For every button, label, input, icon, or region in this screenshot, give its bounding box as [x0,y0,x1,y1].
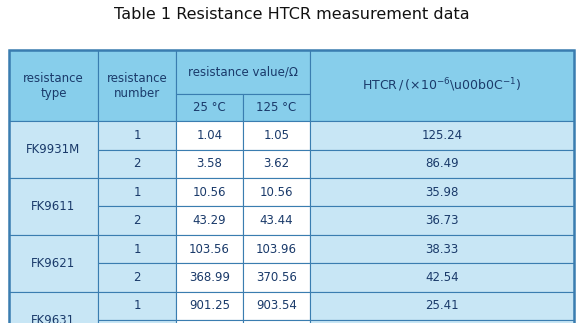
Bar [310,263,574,292]
Text: 43.29: 43.29 [193,214,226,227]
Text: 3.62: 3.62 [263,157,289,170]
Bar [176,50,310,94]
Bar [176,94,243,121]
Bar [243,235,310,263]
Bar [9,121,98,178]
Text: 2: 2 [134,214,141,227]
Text: FK9631: FK9631 [31,314,75,323]
Bar [176,320,243,323]
Text: 125 °C: 125 °C [256,101,296,114]
Bar [98,263,176,292]
Bar [176,121,243,150]
Bar [310,178,574,206]
Text: 25.41: 25.41 [425,299,459,312]
Bar [176,292,243,320]
Text: 25 °C: 25 °C [193,101,226,114]
Text: 86.49: 86.49 [425,157,459,170]
Bar [243,178,310,206]
Text: 103.56: 103.56 [189,243,230,255]
Bar [176,178,243,206]
Text: 903.54: 903.54 [256,299,297,312]
Text: 1: 1 [134,186,141,199]
Bar [176,150,243,178]
Bar [176,206,243,235]
Bar [310,150,574,178]
Text: 10.56: 10.56 [259,186,293,199]
Text: 2: 2 [134,157,141,170]
Bar [98,50,176,121]
Bar [98,150,176,178]
Bar [98,235,176,263]
Bar [310,235,574,263]
Text: 1.04: 1.04 [196,129,223,142]
Text: 36.73: 36.73 [425,214,459,227]
Text: 370.56: 370.56 [256,271,297,284]
Bar [98,320,176,323]
Text: resistance
number: resistance number [107,72,167,99]
Text: 10.56: 10.56 [193,186,226,199]
Text: 103.96: 103.96 [256,243,297,255]
Text: 1: 1 [134,243,141,255]
Text: HTCR$\,/\,(\times10^{-6}$\u00b0$\mathrm{C}^{-1})$: HTCR$\,/\,(\times10^{-6}$\u00b0$\mathrm{… [362,77,522,94]
Bar [9,292,98,323]
Bar [98,121,176,150]
Text: resistance
type: resistance type [23,72,84,99]
Bar [243,121,310,150]
Text: 2: 2 [134,271,141,284]
Bar [310,121,574,150]
Bar [310,206,574,235]
Bar [310,292,574,320]
Text: 38.33: 38.33 [426,243,459,255]
Text: 1: 1 [134,299,141,312]
Bar [176,263,243,292]
Text: 35.98: 35.98 [425,186,459,199]
Text: Table 1 Resistance HTCR measurement data: Table 1 Resistance HTCR measurement data [114,7,469,22]
Bar [243,94,310,121]
Bar [9,235,98,292]
Bar [243,263,310,292]
Bar [98,206,176,235]
Bar [243,150,310,178]
Bar [310,320,574,323]
Text: 901.25: 901.25 [189,299,230,312]
Text: 42.54: 42.54 [425,271,459,284]
Bar [310,50,574,121]
Bar [98,178,176,206]
Text: 3.58: 3.58 [196,157,223,170]
Text: 1: 1 [134,129,141,142]
Bar [9,50,98,121]
Bar [243,320,310,323]
Text: 43.44: 43.44 [259,214,293,227]
Text: FK9611: FK9611 [31,200,76,213]
Bar [243,206,310,235]
Text: FK9931M: FK9931M [26,143,80,156]
Bar [9,178,98,235]
Bar [98,292,176,320]
Text: 125.24: 125.24 [422,129,462,142]
Text: 368.99: 368.99 [189,271,230,284]
Text: FK9621: FK9621 [31,257,76,270]
Bar [176,235,243,263]
Text: resistance value/Ω: resistance value/Ω [188,65,298,78]
Text: 1.05: 1.05 [264,129,289,142]
Bar [243,292,310,320]
